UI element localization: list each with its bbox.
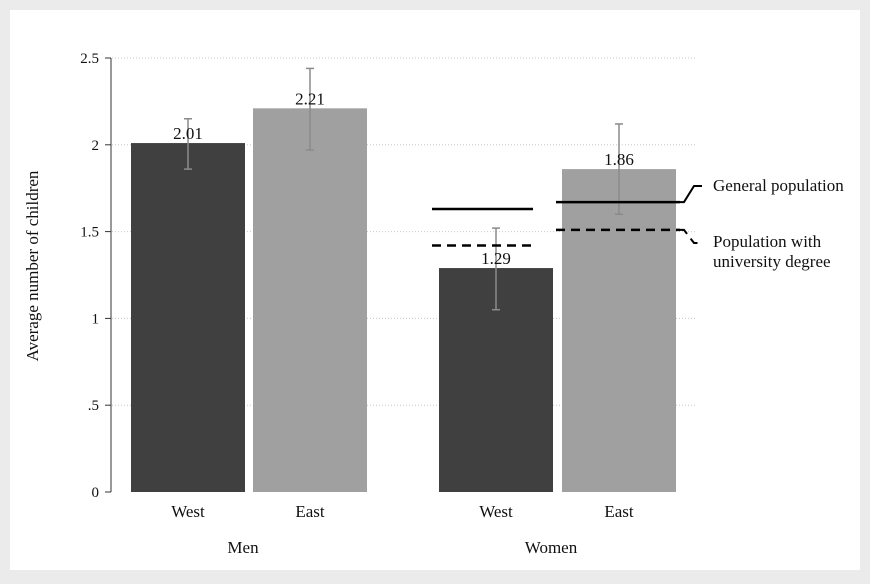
error-bars [184,67,623,311]
category-label: West [171,502,205,521]
data-label: 1.86 [604,150,634,169]
y-tick-label: .5 [88,398,99,414]
category-label: East [604,502,634,521]
data-label: 2.21 [295,89,325,108]
reference-label-line: university degree [713,252,831,271]
bar [253,108,367,493]
reference-label: General population [713,176,844,195]
bars [131,108,676,493]
labels: 2.01 West 2.21 East Men 1.29 West 1.86 East Women… [171,89,844,557]
reference-label-line: Population with [713,232,822,251]
category-label: West [479,502,513,521]
group-label: Men [227,538,259,557]
reference-lines [432,185,702,247]
reference-leader-line [680,228,702,244]
y-axis: 0 .5 1 1.5 2 2.5 [80,51,112,501]
reference-leader-line [680,185,702,204]
data-label: 2.01 [173,124,203,143]
y-axis-title: Average number of children [23,170,42,361]
y-tick-label: 1.5 [80,225,99,241]
group-label: Women [525,538,578,557]
bar [562,169,676,492]
gridlines [112,57,695,406]
y-tick-label: 1 [92,311,100,327]
bar [131,143,245,492]
data-label: 1.29 [481,249,511,268]
y-tick-label: 2.5 [80,51,99,67]
category-label: East [295,502,325,521]
y-tick-label: 2 [92,138,100,154]
y-tick-label: 0 [92,485,100,501]
